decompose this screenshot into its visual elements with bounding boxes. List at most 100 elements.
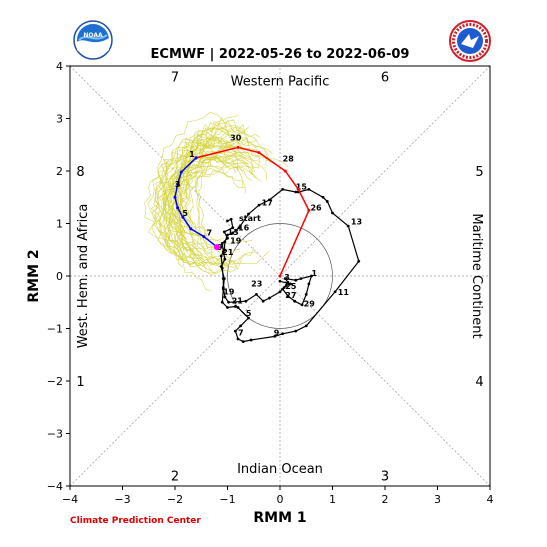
observed-point: [222, 230, 226, 234]
observed-point: [229, 217, 233, 221]
observed-point: [239, 324, 243, 328]
observed-point: [241, 340, 245, 344]
ensemble-member-line: [194, 114, 255, 269]
observed-day-label: 19: [223, 287, 235, 296]
observed-point: [226, 233, 229, 237]
ensemble-member-line: [165, 122, 268, 255]
y-tick-label: −4: [47, 480, 63, 493]
observed-point: [221, 286, 225, 289]
observed-point: [331, 211, 334, 215]
observed-point: [346, 224, 350, 228]
x-tick-label: 3: [434, 493, 441, 506]
observed-point: [286, 294, 290, 298]
observed-day-label: 7: [238, 328, 244, 337]
observed-day-label: 17: [262, 199, 273, 208]
observed-point: [220, 242, 224, 245]
observed-point: [286, 280, 290, 284]
chart-title: ECMWF | 2022-05-26 to 2022-06-09: [151, 47, 410, 62]
observed-point: [307, 282, 311, 286]
observed-point: [219, 254, 223, 258]
observed-day-label: 11: [338, 288, 350, 297]
y-tick-label: 3: [56, 113, 63, 126]
observed-point: [226, 219, 229, 223]
forecast-mean-point: [257, 151, 261, 155]
forecast-mean-point: [296, 187, 300, 191]
y-tick-label: −3: [47, 428, 63, 441]
observed-point: [227, 300, 230, 304]
y-axis-label: RMM 2: [26, 249, 42, 302]
ensemble-member-line: [163, 156, 254, 257]
x-tick-label: −1: [219, 493, 235, 506]
observed-day-label: start: [239, 214, 261, 223]
observed-point: [283, 277, 287, 281]
y-tick-label: 2: [56, 165, 63, 178]
observed-day-label: 9: [217, 243, 223, 252]
observed-day-label: 15: [296, 182, 308, 191]
forecast-day-label: 26: [310, 203, 322, 212]
observed-point: [304, 292, 308, 296]
observed-point: [231, 231, 235, 235]
observed-point: [310, 274, 313, 278]
forecast-mean-point: [307, 208, 311, 212]
forecast-day-label: 5: [182, 209, 188, 218]
observed-point: [261, 299, 265, 303]
observed-point: [249, 338, 253, 342]
phase-number-label: 5: [475, 165, 483, 180]
observed-point: [293, 299, 297, 303]
forecast-mean-point: [283, 169, 287, 173]
observed-point: [236, 306, 240, 309]
observed-point: [223, 240, 227, 244]
x-tick-label: 1: [329, 493, 336, 506]
y-tick-label: 4: [56, 60, 63, 73]
observed-day-label: 25: [285, 282, 297, 291]
y-tick-label: 0: [56, 270, 63, 283]
observed-point: [357, 259, 361, 263]
forecast-next-point: [181, 215, 185, 219]
forecast-next-point: [176, 182, 180, 186]
phase-number-label: 6: [381, 71, 389, 86]
ensemble-member-line: [163, 164, 253, 253]
forecast-end-marker: [214, 244, 220, 251]
observed-point: [247, 316, 250, 320]
observed-point: [299, 277, 303, 281]
observed-point: [289, 282, 292, 286]
ensemble-member-line: [172, 141, 228, 267]
observed-day-label: 1: [312, 269, 318, 278]
observed-point: [231, 226, 235, 230]
observed-point: [236, 337, 240, 341]
observed-point: [257, 203, 261, 207]
phase-number-label: 7: [171, 71, 179, 86]
region-label-left: West. Hem. and Africa: [76, 204, 91, 349]
forecast-next-point: [176, 206, 180, 210]
observed-point: [233, 305, 237, 308]
y-tick-label: −1: [47, 323, 63, 336]
observed-point: [226, 236, 229, 240]
x-axis-label: RMM 1: [253, 510, 306, 526]
nws-logo: [449, 20, 491, 66]
plot-area: start16171513119752119232527291313192192…: [47, 60, 494, 506]
x-tick-label: 0: [277, 493, 284, 506]
x-tick-label: −2: [167, 493, 183, 506]
observed-day-label: 13: [351, 218, 362, 227]
ensemble-member-line: [194, 119, 250, 270]
noaa-logo: NOAA: [73, 20, 113, 64]
ensemble-member-line: [180, 137, 258, 214]
observed-point: [221, 250, 225, 254]
forecast-day-label: 7: [207, 229, 213, 238]
observed-day-label: 19: [230, 236, 242, 245]
observed-point: [220, 300, 224, 304]
observed-day-label: 21: [222, 248, 234, 257]
forecast-next-point: [179, 170, 183, 174]
observed-day-label: 9: [274, 328, 280, 337]
observed-point: [278, 279, 282, 283]
noaa-logo-text: NOAA: [83, 32, 103, 39]
observed-point: [268, 296, 271, 300]
x-tick-label: 2: [382, 493, 389, 506]
observed-point: [284, 284, 288, 287]
observed-point: [333, 290, 337, 294]
region-label-top: Western Pacific: [231, 74, 330, 89]
observed-point: [294, 278, 298, 282]
observed-point: [221, 277, 225, 281]
observed-point: [223, 257, 227, 261]
